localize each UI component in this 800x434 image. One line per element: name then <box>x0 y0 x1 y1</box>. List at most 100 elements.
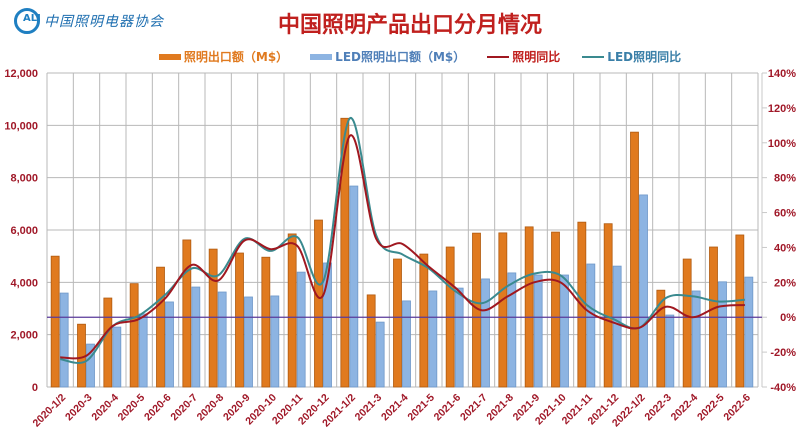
bar-lighting-export <box>551 231 560 388</box>
bar-led-export <box>586 263 596 388</box>
bar-lighting-export <box>340 117 350 388</box>
chart-legend: 照明出口额（M$） LED照明出口额（M$） 照明同比 LED照明同比 <box>0 48 800 65</box>
y2-axis-tick-label: 100% <box>768 138 796 150</box>
bar-lighting-export <box>314 219 323 388</box>
legend-bar-swatch-icon <box>310 53 333 60</box>
bar-led-export <box>217 291 227 388</box>
bar-lighting-export <box>129 283 139 388</box>
bar-led-export <box>191 286 201 388</box>
bar-led-export <box>507 272 517 388</box>
y2-axis-tick-label: 0% <box>780 312 796 324</box>
legend-item: LED照明出口额（M$） <box>310 48 465 65</box>
bar-led-export <box>59 292 69 388</box>
x-axis-tick-label: 2020-8 <box>195 392 227 424</box>
legend-label: LED照明出口额（M$） <box>335 50 466 64</box>
bar-led-export <box>428 290 438 388</box>
bar-led-export <box>296 271 306 388</box>
bar-led-export <box>349 185 359 388</box>
x-axis-tick-label: 2020-5 <box>116 392 148 424</box>
legend-item: 照明同比 <box>487 48 560 65</box>
bar-lighting-export <box>419 253 429 388</box>
x-axis-tick-label: 2021-8 <box>484 392 516 424</box>
line-lighting-yoy <box>60 134 745 360</box>
y-axis-tick-label: 6,000 <box>10 225 38 237</box>
y2-axis-tick-label: -40% <box>770 382 796 394</box>
bar-lighting-export <box>630 131 639 388</box>
bar-led-export <box>718 281 727 388</box>
bar-led-export <box>612 265 622 388</box>
bar-lighting-export <box>50 255 60 388</box>
bar-led-export <box>112 326 122 388</box>
y-axis-tick-label: 4,000 <box>10 277 38 289</box>
x-axis-tick-label: 2022-5 <box>695 392 727 424</box>
x-axis-tick-label: 2022-6 <box>721 392 753 424</box>
x-axis-tick-label: 2020-4 <box>89 392 121 424</box>
legend-label: 照明同比 <box>512 50 561 64</box>
y2-axis-tick-label: 140% <box>768 68 796 80</box>
bar-lighting-export <box>524 226 534 388</box>
y2-axis-tick-label: 120% <box>768 103 796 115</box>
x-axis-tick-label: 2020-7 <box>168 392 200 424</box>
bar-lighting-export <box>682 258 692 388</box>
x-axis-tick-label: 2021-3 <box>353 392 385 424</box>
legend-bar-swatch-icon <box>158 53 181 60</box>
bar-lighting-export <box>261 256 271 388</box>
y-axis-tick-label: 2,000 <box>10 330 38 342</box>
legend-label: LED照明同比 <box>607 50 682 64</box>
bar-lighting-export <box>182 239 192 388</box>
bar-led-export <box>533 274 543 388</box>
y-axis-tick-label: 10,000 <box>4 120 38 132</box>
legend-item: 照明出口额（M$） <box>158 48 289 65</box>
bar-led-export <box>481 278 490 388</box>
y2-axis-tick-label: 80% <box>774 173 796 185</box>
bar-led-export <box>402 300 411 388</box>
bar-lighting-export <box>156 266 165 388</box>
y-axis-tick-label: 8,000 <box>10 173 38 185</box>
legend-line-swatch-icon <box>582 55 605 58</box>
bar-led-export <box>244 296 253 388</box>
legend-item: LED照明同比 <box>582 48 681 65</box>
chart-title: 中国照明产品出口分月情况 <box>277 13 542 38</box>
x-axis-tick-label: 2022-3 <box>642 392 674 424</box>
bar-led-export <box>560 274 569 388</box>
bar-led-export <box>165 301 174 388</box>
bar-lighting-export <box>208 248 218 388</box>
x-axis-tick-label: 2020-3 <box>63 392 95 424</box>
y-axis-tick-label: 0 <box>32 382 38 394</box>
y2-axis-tick-label: 60% <box>774 208 796 220</box>
bar-led-export <box>86 343 95 388</box>
x-axis-tick-label: 2021-6 <box>432 392 464 424</box>
bar-led-export <box>639 194 648 388</box>
logo-mark-icon: ALI <box>14 8 41 34</box>
bar-lighting-export <box>603 223 613 388</box>
logo-mark-text: ALI <box>23 13 41 24</box>
y2-axis-tick-label: 20% <box>774 277 796 289</box>
legend-label: 照明出口额（M$） <box>183 50 289 64</box>
logo: ALI 中国照明电器协会 <box>14 6 164 36</box>
bar-led-export <box>375 321 385 388</box>
bar-led-export <box>665 314 675 388</box>
bar-lighting-export <box>287 233 297 388</box>
bar-lighting-export <box>393 258 402 388</box>
bar-led-export <box>138 313 148 388</box>
x-axis-tick-label: 2021-7 <box>458 392 490 424</box>
x-axis-tick-label: 2021-4 <box>379 392 411 424</box>
bar-lighting-export <box>735 234 745 388</box>
x-axis-tick-label: 2020-6 <box>142 392 174 424</box>
bar-lighting-export <box>235 252 244 388</box>
y2-axis-tick-label: -20% <box>770 347 796 359</box>
bar-lighting-export <box>498 232 508 388</box>
bar-led-export <box>691 290 701 388</box>
y2-axis-tick-label: 40% <box>774 242 796 254</box>
y-axis-tick-label: 12,000 <box>4 68 38 80</box>
legend-line-swatch-icon <box>487 55 510 58</box>
x-axis-tick-label: 2022-4 <box>669 392 701 424</box>
x-axis-tick-label: 2020-1/2 <box>30 392 68 430</box>
bar-lighting-export <box>366 294 376 388</box>
bar-led-export <box>270 295 280 388</box>
x-axis-tick-label: 2021-5 <box>405 392 437 424</box>
bar-led-export <box>454 287 464 388</box>
logo-text: 中国照明电器协会 <box>44 14 164 30</box>
bar-lighting-export <box>656 289 666 388</box>
